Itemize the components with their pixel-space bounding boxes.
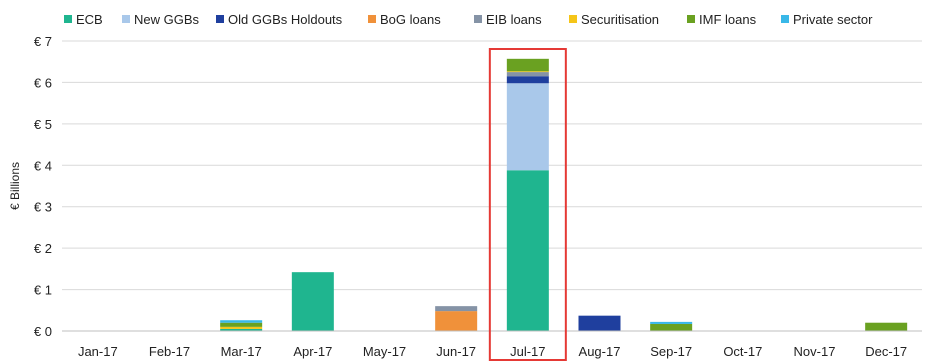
bar-segment [220, 322, 263, 327]
y-tick-label: € 6 [34, 75, 52, 90]
legend-swatch [368, 15, 376, 23]
legend-label: IMF loans [699, 12, 757, 27]
y-tick-label: € 4 [34, 158, 52, 173]
y-tick-label: € 5 [34, 117, 52, 132]
y-axis-ticks: € 0 € 1 € 2 € 3 € 4 € 5 € 6 € 7 [34, 34, 52, 339]
bar-segment [650, 321, 693, 324]
bar-segment [578, 315, 621, 331]
y-axis-label: € Billions [8, 162, 22, 210]
x-tick-label: Sep-17 [650, 344, 692, 359]
x-tick-label: Jan-17 [78, 344, 118, 359]
bar-segment [506, 83, 549, 171]
legend-swatch [64, 15, 72, 23]
x-tick-label: Aug-17 [579, 344, 621, 359]
bar-segment [435, 311, 478, 331]
bar-segment [220, 320, 263, 323]
bar-segment [865, 322, 908, 331]
x-axis-ticks: Jan-17 Feb-17 Mar-17 Apr-17 May-17 Jun-17 Jul-… [78, 344, 907, 359]
x-tick-label: Mar-17 [221, 344, 262, 359]
legend-label: EIB loans [486, 12, 542, 27]
bar-segment [506, 71, 549, 73]
legend: ECB New GGBs Old GGBs Holdouts BoG loans EIB… [64, 12, 873, 27]
x-tick-label: May-17 [363, 344, 406, 359]
y-tick-label: € 7 [34, 34, 52, 49]
legend-swatch [474, 15, 482, 23]
x-tick-label: Jun-17 [436, 344, 476, 359]
bar-segment [435, 306, 478, 312]
bar-segment [220, 328, 263, 331]
bar-segment [506, 72, 549, 77]
bar-segment [291, 272, 334, 331]
legend-swatch [569, 15, 577, 23]
y-tick-label: € 3 [34, 200, 52, 215]
legend-swatch [781, 15, 789, 23]
y-tick-label: € 0 [34, 324, 52, 339]
legend-swatch [122, 15, 130, 23]
bars [220, 58, 908, 331]
highlight-box [488, 48, 567, 361]
bar-segment [650, 323, 693, 331]
bar-segment [506, 76, 549, 84]
x-tick-label: Jul-17 [510, 344, 545, 359]
y-tick-label: € 2 [34, 241, 52, 256]
legend-swatch [216, 15, 224, 23]
bar-segment [220, 326, 263, 329]
x-tick-label: Nov-17 [794, 344, 836, 359]
legend-label: ECB [76, 12, 103, 27]
legend-label: Securitisation [581, 12, 659, 27]
bar-segment [506, 58, 549, 72]
legend-swatch [687, 15, 695, 23]
gridlines [62, 40, 922, 291]
y-tick-label: € 1 [34, 283, 52, 298]
legend-label: New GGBs [134, 12, 200, 27]
x-tick-label: Dec-17 [865, 344, 907, 359]
legend-label: Old GGBs Holdouts [228, 12, 343, 27]
legend-label: Private sector [793, 12, 873, 27]
bar-segment [506, 170, 549, 331]
x-tick-label: Oct-17 [723, 344, 762, 359]
x-tick-label: Feb-17 [149, 344, 190, 359]
legend-label: BoG loans [380, 12, 441, 27]
x-tick-label: Apr-17 [293, 344, 332, 359]
